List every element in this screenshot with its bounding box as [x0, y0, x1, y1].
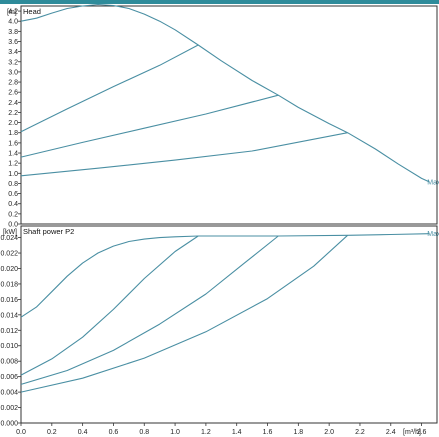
- y-tick-label: 2.0: [8, 120, 18, 127]
- curve-speed-1: [20, 235, 199, 376]
- x-tick-label: 1.8: [293, 429, 303, 436]
- y-tick-label: 0.8: [8, 181, 18, 188]
- x-axis-ticks: 0.0 0.2 0.4 0.6 0.8 1.0 1.2 1.4 1.6 1.8 2.0 2.2 2.4 2…: [16, 423, 427, 436]
- x-tick-label: 1.4: [232, 429, 242, 436]
- y-tick-label: 0.020: [0, 266, 18, 273]
- x-tick-label: 2.4: [386, 429, 396, 436]
- y-tick-label: 0.6: [8, 191, 18, 198]
- x-tick-label: 1.0: [170, 429, 180, 436]
- head-y-ticks: 0.0 0.2 0.4 0.6 0.8 1.0 1.2 1.4 1.6 1.8 2.0 2.2 2.4 2…: [8, 9, 21, 229]
- curve-speed-1: [20, 44, 199, 133]
- y-tick-label: 2.4: [8, 100, 18, 107]
- power-y-unit: [kW]: [3, 229, 17, 236]
- y-tick-label: 3.4: [8, 49, 18, 56]
- y-tick-label: 1.8: [8, 130, 18, 137]
- power-y-ticks: 0.000 0.002 0.004 0.006 0.008 0.010 0.012 0.014…: [0, 235, 21, 428]
- y-tick-label: 0.4: [8, 201, 18, 208]
- y-tick-label: 1.4: [8, 151, 18, 158]
- x-axis-unit: [m³/h]: [403, 429, 421, 436]
- y-tick-label: 0.2: [8, 211, 18, 218]
- curve-speed-3: [20, 132, 348, 177]
- curve-label: Max: [427, 179, 439, 186]
- y-tick-label: 0.018: [0, 281, 18, 288]
- y-tick-label: 0.012: [0, 328, 18, 335]
- y-tick-label: 3.2: [8, 59, 18, 66]
- y-tick-label: 1.2: [8, 161, 18, 168]
- x-tick-label: 0.2: [47, 429, 57, 436]
- curve-speed-3: [20, 234, 348, 393]
- power-chart-title: Shaft power P2: [23, 227, 74, 236]
- y-tick-label: 0.008: [0, 359, 18, 366]
- y-tick-label: 0.000: [0, 421, 18, 428]
- y-tick-label: 2.2: [8, 110, 18, 117]
- x-tick-label: 1.2: [201, 429, 211, 436]
- head-y-unit: [m]: [7, 9, 17, 16]
- y-tick-label: 3.8: [8, 29, 18, 36]
- x-tick-label: 0.0: [16, 429, 26, 436]
- y-tick-label: 2.6: [8, 90, 18, 97]
- y-tick-label: 0.006: [0, 374, 18, 381]
- y-tick-label: 0.022: [0, 251, 18, 258]
- y-tick-label: 3.6: [8, 39, 18, 46]
- y-tick-label: 0.024: [0, 235, 18, 242]
- head-chart-frame: [20, 5, 438, 225]
- y-tick-label: 0.0: [8, 222, 18, 229]
- y-tick-label: 0.004: [0, 390, 18, 397]
- y-tick-label: 2.8: [8, 80, 18, 87]
- curve-max-p2-: [20, 233, 430, 318]
- x-tick-label: 0.6: [109, 429, 119, 436]
- power-chart-frame: [20, 225, 438, 424]
- curve-label: Max(P2): [427, 231, 439, 238]
- y-tick-label: 4.2: [8, 9, 18, 16]
- y-tick-label: 0.010: [0, 343, 18, 350]
- y-tick-label: 0.014: [0, 312, 18, 319]
- y-tick-label: 3.0: [8, 69, 18, 76]
- head-curves: Max: [20, 3, 439, 186]
- curve-speed-2: [20, 235, 279, 385]
- x-tick-label: 0.8: [139, 429, 149, 436]
- y-tick-label: 0.016: [0, 297, 18, 304]
- y-tick-label: 0.002: [0, 405, 18, 412]
- top-accent-bar: [0, 0, 439, 4]
- x-tick-label: 2.2: [355, 429, 365, 436]
- head-chart-title: Head: [23, 7, 41, 16]
- x-tick-label: 1.6: [263, 429, 273, 436]
- curve-max: [20, 3, 430, 183]
- y-tick-label: 4.0: [8, 19, 18, 26]
- power-curves: Max(P2): [20, 231, 439, 393]
- curve-speed-2: [20, 94, 279, 158]
- y-tick-label: 1.0: [8, 171, 18, 178]
- x-tick-label: 2.0: [324, 429, 334, 436]
- x-tick-label: 2.6: [417, 429, 427, 436]
- x-tick-label: 0.4: [78, 429, 88, 436]
- y-tick-label: 1.6: [8, 140, 18, 147]
